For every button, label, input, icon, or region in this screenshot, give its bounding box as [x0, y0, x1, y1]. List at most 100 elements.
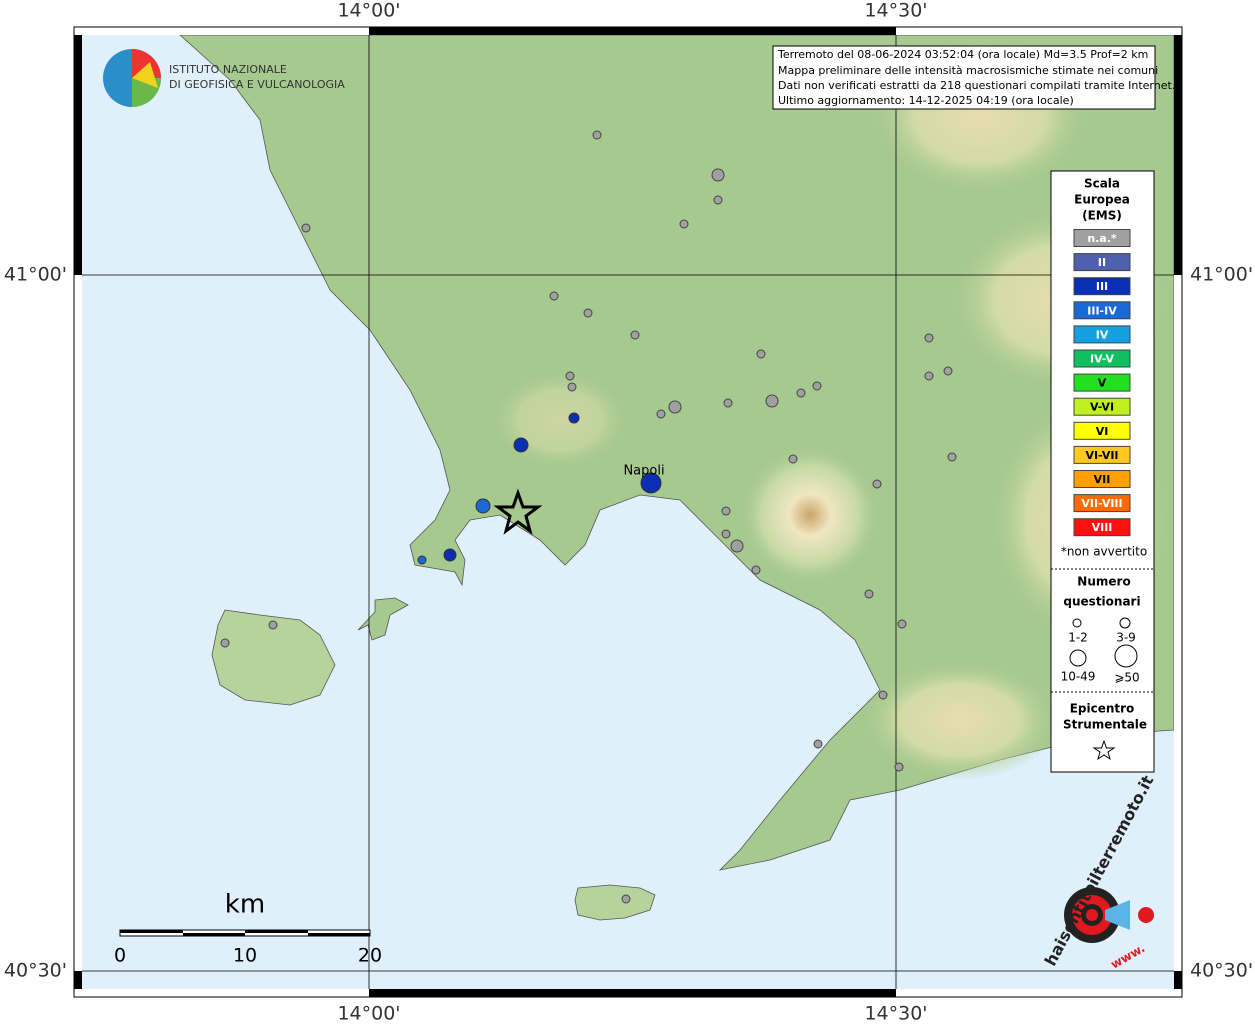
- report-point: [721, 529, 731, 539]
- lat-label: 41°00': [4, 264, 67, 286]
- report-point: [679, 219, 689, 229]
- legend-swatch: [1073, 445, 1131, 464]
- report-point: [568, 412, 580, 424]
- legend-title: questionari: [1063, 595, 1140, 609]
- report-point: [897, 619, 907, 629]
- scale-label: 0: [114, 945, 126, 967]
- report-point: [301, 223, 311, 233]
- org-name: DI GEOFISICA E VULCANOLOGIA: [169, 78, 345, 91]
- map-area: Napoli: [82, 35, 1174, 989]
- legend-label: VII: [1094, 473, 1111, 486]
- info-line: Ultimo aggiornamento: 14-12-2025 04:19 (…: [778, 94, 1074, 107]
- legend-swatch: [1073, 397, 1131, 416]
- scale-label: 10: [233, 945, 257, 967]
- lat-label: 40°30': [1190, 960, 1253, 982]
- legend-label: III-IV: [1087, 304, 1117, 317]
- report-point: [417, 555, 427, 565]
- legend-label: n.a.*: [1087, 232, 1117, 245]
- legend-title: Europea: [1074, 193, 1130, 207]
- report-point: [872, 479, 882, 489]
- info-line: Dati non verificati estratti da 218 ques…: [778, 79, 1175, 92]
- report-point: [475, 498, 491, 514]
- legend-label: III: [1096, 280, 1108, 293]
- report-point: [730, 539, 744, 553]
- lon-label: 14°00': [337, 1003, 400, 1025]
- legend-swatch: [1073, 518, 1131, 537]
- legend-label: VI-VII: [1085, 449, 1118, 462]
- lon-label: 14°00': [337, 0, 400, 22]
- legend-label: V: [1098, 377, 1107, 390]
- size-label: 3-9: [1116, 631, 1136, 645]
- frame-band: [74, 27, 1182, 997]
- lon-label: 14°30': [864, 0, 927, 22]
- size-label: 1-2: [1068, 631, 1088, 645]
- land: [179, 35, 1174, 871]
- report-point: [268, 620, 278, 630]
- report-point: [443, 548, 457, 562]
- scale-bar: km 0 10 20: [114, 890, 382, 967]
- report-point: [583, 308, 593, 318]
- legend-note: *non avvertito: [1061, 545, 1147, 559]
- island-capri: [574, 884, 656, 921]
- report-point: [864, 589, 874, 599]
- legend-swatch: [1073, 253, 1131, 272]
- info-line: Mappa preliminare delle intensità macros…: [778, 64, 1158, 77]
- report-point: [592, 130, 602, 140]
- legend-swatch: [1073, 494, 1131, 513]
- scale-unit: km: [225, 890, 265, 920]
- island-procida: [357, 597, 409, 641]
- report-point: [813, 739, 823, 749]
- report-point: [788, 454, 798, 464]
- report-point: [640, 472, 662, 494]
- report-point: [765, 394, 779, 408]
- report-point: [549, 291, 559, 301]
- lon-label: 14°30': [864, 1003, 927, 1025]
- report-point: [713, 195, 723, 205]
- legend-swatch: [1073, 470, 1131, 488]
- legend-label: IV: [1096, 328, 1109, 341]
- legend-title: Epicentro: [1070, 702, 1135, 716]
- report-point: [796, 388, 806, 398]
- report-point: [924, 371, 934, 381]
- ingv-logo: ISTITUTO NAZIONALE DI GEOFISICA E VULCAN…: [103, 49, 345, 107]
- report-point: [943, 366, 953, 376]
- island-ischia: [211, 609, 336, 706]
- report-point: [711, 168, 725, 182]
- legend-swatch: [1073, 349, 1131, 368]
- report-point: [567, 382, 577, 392]
- legend-label: VII-VIII: [1081, 497, 1122, 510]
- epicenter-star: [493, 488, 543, 535]
- report-point: [513, 437, 529, 453]
- report-point: [721, 506, 731, 516]
- report-point: [894, 762, 904, 772]
- report-point: [621, 894, 631, 904]
- report-point: [565, 371, 575, 381]
- report-point: [756, 349, 766, 359]
- size-label: 10-49: [1061, 670, 1096, 684]
- report-point: [723, 398, 733, 408]
- report-point: [947, 452, 957, 462]
- legend-swatch: [1073, 229, 1131, 247]
- report-point: [220, 638, 230, 648]
- legend-swatch: [1073, 325, 1131, 344]
- report-point: [812, 381, 822, 391]
- report-point: [924, 333, 934, 343]
- size-label: ⩾50: [1114, 671, 1139, 685]
- report-point: [630, 330, 640, 340]
- info-line: Terremoto del 08-06-2024 03:52:04 (ora l…: [777, 48, 1148, 61]
- legend-swatch: [1073, 277, 1131, 296]
- report-point: [668, 400, 682, 414]
- scale-label: 20: [358, 945, 382, 967]
- lat-label: 40°30': [4, 960, 67, 982]
- legend-label: IV-V: [1090, 353, 1115, 366]
- legend: Scala Europea (EMS) Numero questionari E…: [1050, 170, 1155, 773]
- legend-label: VI: [1096, 425, 1109, 438]
- place-label: Napoli: [623, 464, 664, 479]
- legend-swatch: [1073, 373, 1131, 392]
- legend-swatch: [1073, 301, 1131, 320]
- report-point: [656, 409, 666, 419]
- legend-label: II: [1098, 256, 1106, 269]
- info-box: [772, 45, 1156, 110]
- legend-title: Numero: [1077, 575, 1130, 589]
